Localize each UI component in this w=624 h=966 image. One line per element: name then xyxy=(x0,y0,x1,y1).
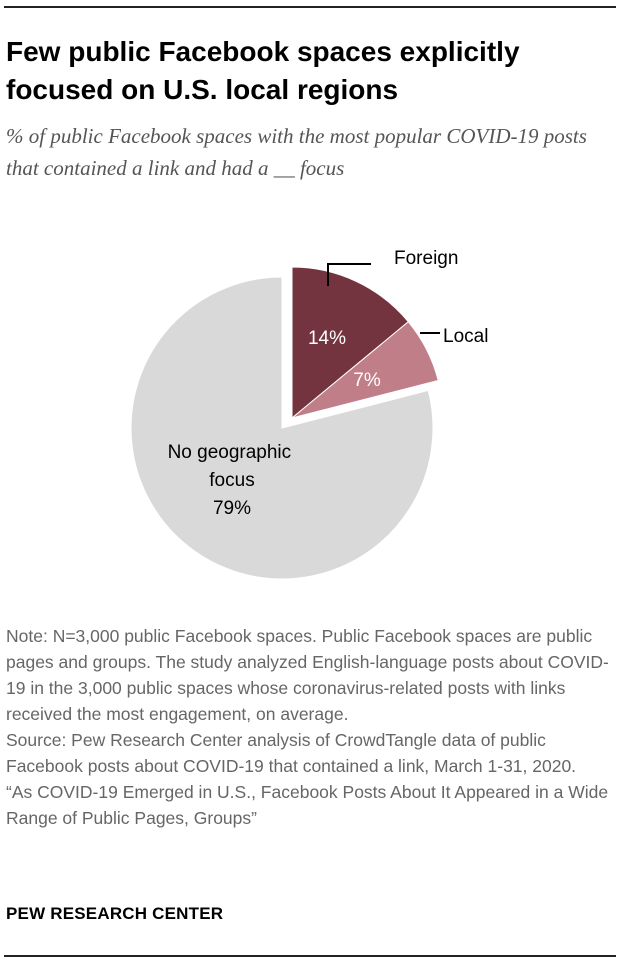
source-text: Source: Pew Research Center analysis of … xyxy=(6,730,577,776)
notes-block: Note: N=3,000 public Facebook spaces. Pu… xyxy=(6,623,618,831)
pie-slices xyxy=(130,266,439,580)
top-rule xyxy=(4,6,616,8)
foreign-category-label: Foreign xyxy=(394,248,458,269)
leader-lines xyxy=(327,263,440,334)
report-title: “As COVID-19 Emerged in U.S., Facebook P… xyxy=(6,782,609,828)
bottom-rule xyxy=(4,955,616,957)
pie-slice-local xyxy=(291,321,439,419)
note-text: Note: N=3,000 public Facebook spaces. Pu… xyxy=(6,626,609,724)
no-focus-category-label: No geographic focus xyxy=(168,442,297,491)
foreign-value-label: 14% xyxy=(308,328,346,349)
pie-slice-no-geographic-focus xyxy=(130,276,434,580)
slice-labels: Foreign Local 14% 7% No geographic focus… xyxy=(168,248,489,519)
no-focus-value-label: 79% xyxy=(213,498,251,519)
foreign-leader-line xyxy=(327,263,371,286)
footer-brand: PEW RESEARCH CENTER xyxy=(6,904,224,923)
local-value-label: 7% xyxy=(353,370,381,391)
pie-chart: Foreign Local 14% 7% No geographic focus… xyxy=(130,248,489,580)
chart-subtitle: % of public Facebook spaces with the mos… xyxy=(6,124,587,180)
local-category-label: Local xyxy=(443,326,488,347)
pie-slice-foreign xyxy=(291,266,410,420)
chart-title: Few public Facebook spaces explicitly fo… xyxy=(6,36,520,105)
